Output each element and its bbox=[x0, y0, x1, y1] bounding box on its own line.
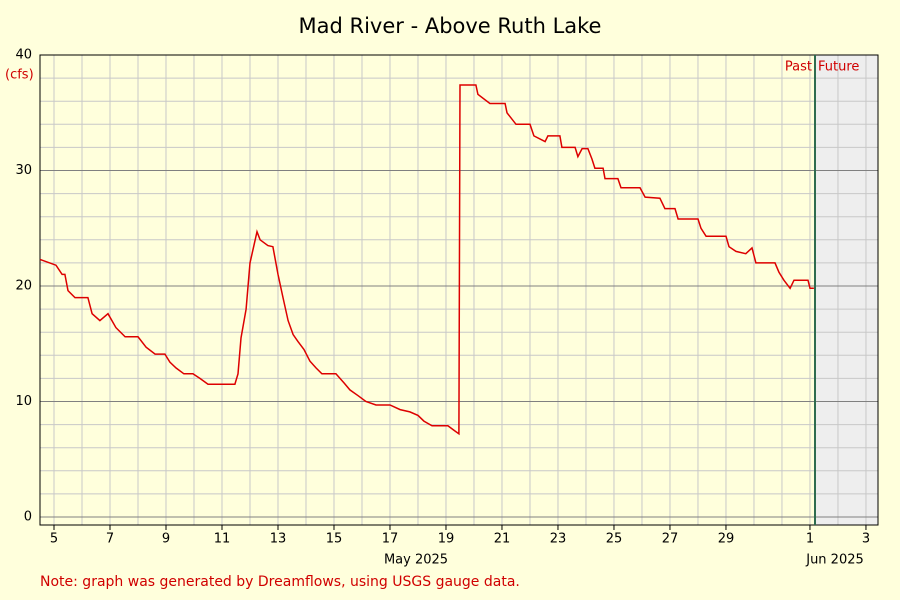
x-tick-label: 21 bbox=[494, 532, 511, 547]
x-tick-label: 1 bbox=[806, 532, 814, 547]
x-tick-label: 23 bbox=[550, 532, 567, 547]
x-tick-label: 19 bbox=[438, 532, 455, 547]
x-tick-label: 9 bbox=[162, 532, 170, 547]
month-label: May 2025 bbox=[384, 553, 448, 568]
x-tick-label: 25 bbox=[606, 532, 623, 547]
flow-line bbox=[39, 84, 814, 436]
x-tick-label: 7 bbox=[106, 532, 114, 547]
x-tick-label: 13 bbox=[270, 532, 287, 547]
y-tick-label: 10 bbox=[15, 394, 32, 409]
future-label: Future bbox=[818, 60, 859, 75]
x-tick-label: 5 bbox=[50, 532, 58, 547]
x-tick-label: 11 bbox=[214, 532, 231, 547]
y-tick-label: 40 bbox=[15, 48, 32, 63]
x-tick-label: 17 bbox=[382, 532, 399, 547]
x-tick-label: 29 bbox=[718, 532, 735, 547]
note: Note: graph was generated by Dreamflows,… bbox=[40, 574, 520, 590]
x-tick-label: 15 bbox=[326, 532, 343, 547]
chart-title: Mad River - Above Ruth Lake bbox=[299, 14, 602, 38]
y-unit-label: (cfs) bbox=[5, 68, 34, 83]
y-tick-label: 30 bbox=[15, 163, 32, 178]
future-region bbox=[815, 55, 878, 525]
plot-frame bbox=[39, 54, 879, 526]
x-tick-label: 27 bbox=[662, 532, 679, 547]
month-label: Jun 2025 bbox=[805, 553, 864, 568]
past-label: Past bbox=[785, 60, 812, 75]
y-tick-label: 0 bbox=[24, 510, 32, 525]
x-tick-label: 3 bbox=[862, 532, 870, 547]
y-tick-label: 20 bbox=[15, 279, 32, 294]
